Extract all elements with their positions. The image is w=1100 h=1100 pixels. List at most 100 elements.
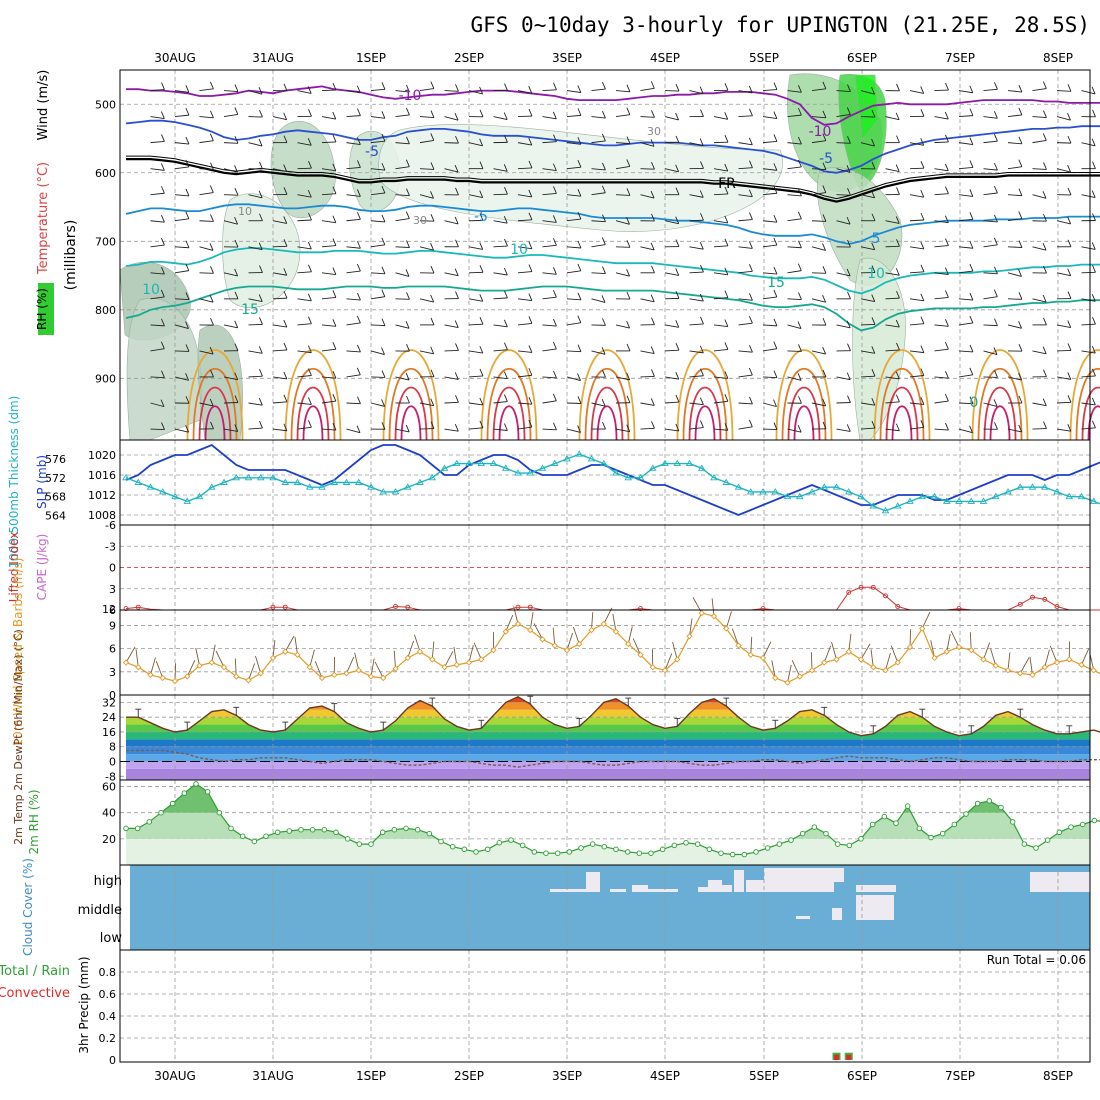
wind-barb-flag bbox=[234, 291, 239, 300]
wind10m-point bbox=[710, 613, 718, 620]
cloud-clear-cell bbox=[722, 885, 732, 892]
rh-point bbox=[881, 813, 888, 820]
wind-barb bbox=[150, 89, 165, 92]
wind-barb-flag bbox=[846, 216, 851, 225]
wind-barb bbox=[762, 402, 777, 408]
wind-barb-flag bbox=[773, 341, 778, 349]
wind-barb-flag bbox=[626, 424, 631, 432]
wind-barb bbox=[468, 323, 484, 326]
warm-contour bbox=[578, 349, 636, 441]
chart-title: GFS 0~10day 3-hourly for UPINGTON (21.25… bbox=[470, 13, 1090, 37]
wind-barb-flag bbox=[1067, 135, 1072, 144]
slp-tick: 1020 bbox=[88, 449, 116, 462]
wind-barb bbox=[615, 114, 630, 118]
thickness-point bbox=[158, 488, 167, 495]
wind-barb-flag bbox=[626, 159, 631, 167]
wind-barb bbox=[468, 90, 483, 95]
wind-barb bbox=[321, 220, 336, 224]
wind10m-barb bbox=[664, 653, 673, 671]
wind10m-point bbox=[441, 664, 448, 671]
lifted-index-point bbox=[883, 593, 888, 599]
cloud-clear-cell bbox=[586, 872, 600, 892]
wind-barb-flag bbox=[209, 133, 214, 141]
wind-barb-flag bbox=[454, 216, 459, 225]
wind10m-point bbox=[931, 654, 938, 662]
wind10m-barb bbox=[374, 661, 384, 679]
wind-barb bbox=[1056, 90, 1072, 92]
temperature-band bbox=[126, 754, 1090, 762]
date-top-label: 31AUG bbox=[252, 51, 294, 65]
axis-label: 1000-500mb Thickness (dm) bbox=[7, 396, 21, 569]
wind-barb-flag bbox=[1043, 214, 1047, 222]
warm-contour bbox=[688, 386, 722, 441]
thickness-point bbox=[293, 478, 302, 485]
precip-bars bbox=[832, 1052, 853, 1060]
temperature-band bbox=[126, 731, 1090, 740]
warm-contour bbox=[400, 405, 422, 441]
wind-barb-flag bbox=[724, 163, 729, 172]
rh-point bbox=[333, 829, 339, 836]
wind-barb bbox=[199, 298, 214, 303]
wind-barb bbox=[713, 220, 728, 224]
wind10m-point bbox=[821, 659, 828, 666]
wind-barb-flag bbox=[332, 82, 337, 91]
wind-barb bbox=[762, 168, 777, 171]
wind-barb bbox=[297, 298, 312, 302]
wind-barb-flag bbox=[945, 186, 949, 194]
wind-barb bbox=[248, 298, 263, 302]
wind-barb-flag bbox=[822, 243, 826, 251]
thickness-point bbox=[440, 464, 449, 471]
wind-barb-flag bbox=[748, 367, 753, 376]
wind-barb-flag bbox=[332, 215, 337, 223]
wind-barb bbox=[909, 323, 924, 326]
thickness-point bbox=[1065, 492, 1074, 500]
wind-barb-flag bbox=[822, 214, 827, 222]
wind-barb bbox=[346, 142, 361, 146]
wind-barb bbox=[297, 219, 312, 222]
wind-barb-flag bbox=[405, 107, 410, 116]
wind10m-barb bbox=[711, 598, 715, 617]
wind-barb-flag bbox=[602, 214, 606, 222]
wind-barb bbox=[958, 194, 973, 197]
wind-barb-flag bbox=[822, 110, 827, 118]
rh-point bbox=[1068, 824, 1074, 830]
wind-barb-flag bbox=[185, 240, 190, 248]
wind-barb-flag bbox=[920, 86, 925, 94]
wind-barb bbox=[762, 324, 777, 327]
wind10m-point bbox=[661, 667, 669, 674]
wind-barb-flag bbox=[503, 319, 508, 328]
wind-barb-flag bbox=[307, 345, 312, 353]
wind-barb-flag bbox=[577, 292, 582, 301]
wind-barb bbox=[493, 245, 508, 248]
warm-contour bbox=[296, 386, 330, 441]
wind-barb bbox=[983, 168, 998, 171]
wind-barb-flag bbox=[871, 190, 876, 199]
wind-barb-flag bbox=[920, 138, 925, 146]
wind-barb bbox=[468, 142, 483, 147]
warm-contour bbox=[873, 349, 931, 441]
wind-barb-flag bbox=[283, 112, 288, 120]
wind-barb bbox=[297, 194, 312, 198]
cloud-grid bbox=[174, 865, 1059, 950]
wind-barb bbox=[517, 426, 532, 430]
wind10m-point bbox=[772, 674, 779, 682]
wind10m-point bbox=[563, 647, 571, 654]
wind-barb bbox=[909, 271, 924, 274]
warm-contour bbox=[394, 386, 428, 441]
wind-barb bbox=[297, 323, 312, 326]
wind-barb-flag bbox=[773, 370, 778, 378]
warm-contour bbox=[204, 405, 226, 441]
wind-barb-flag bbox=[381, 82, 386, 90]
wind-barb-flag bbox=[675, 291, 680, 299]
wind-barb-flag bbox=[308, 161, 312, 169]
wind-barb-flag bbox=[210, 369, 214, 378]
thickness-point bbox=[489, 459, 498, 467]
wind-barb-flag bbox=[258, 190, 263, 199]
wind-barb bbox=[860, 427, 875, 430]
wind-barb bbox=[248, 142, 263, 147]
wind-barb bbox=[297, 271, 312, 274]
wind-barb bbox=[150, 296, 165, 300]
slp-tick: 1012 bbox=[88, 489, 116, 502]
wind-barb bbox=[199, 220, 214, 222]
